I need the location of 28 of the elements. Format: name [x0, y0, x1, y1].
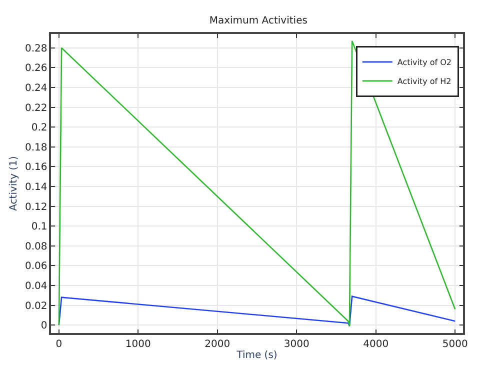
y-tick-label: 0.1: [31, 222, 48, 233]
chart-title: Maximum Activities: [209, 16, 308, 27]
y-tick-label: 0.2: [31, 122, 48, 134]
legend-label: Activity of O2: [397, 58, 452, 68]
y-tick-label: 0.24: [24, 82, 48, 94]
y-tick-label: 0.26: [24, 63, 48, 74]
x-tick-label: 4000: [363, 338, 389, 350]
y-tick-label: 0.12: [24, 202, 48, 213]
y-tick-label: 0.04: [24, 280, 48, 292]
y-tick-label: 0.28: [24, 43, 48, 54]
x-axis-title: Time (s): [236, 350, 278, 361]
y-tick-label: 0.08: [24, 241, 48, 252]
y-tick-label: 0.06: [24, 261, 48, 272]
y-tick-label: 0.22: [24, 102, 48, 114]
y-tick-label: 0.18: [24, 142, 48, 154]
x-tick-label: 3000: [284, 338, 310, 350]
y-axis-title: Activity (1): [8, 156, 20, 211]
x-tick-label: 2000: [204, 338, 230, 350]
legend-label: Activity of H2: [397, 77, 452, 86]
y-tick-label: 0.14: [24, 182, 48, 193]
line-series: [58, 296, 456, 327]
x-tick-label: 0: [56, 338, 62, 350]
y-tick-label: 0.16: [24, 162, 48, 174]
line-series: [58, 40, 456, 327]
y-tick-label: 0: [40, 320, 48, 332]
y-tick-label: 0.02: [24, 300, 48, 312]
x-tick-label: 5000: [442, 338, 468, 350]
x-tick-label: 1000: [125, 338, 151, 350]
